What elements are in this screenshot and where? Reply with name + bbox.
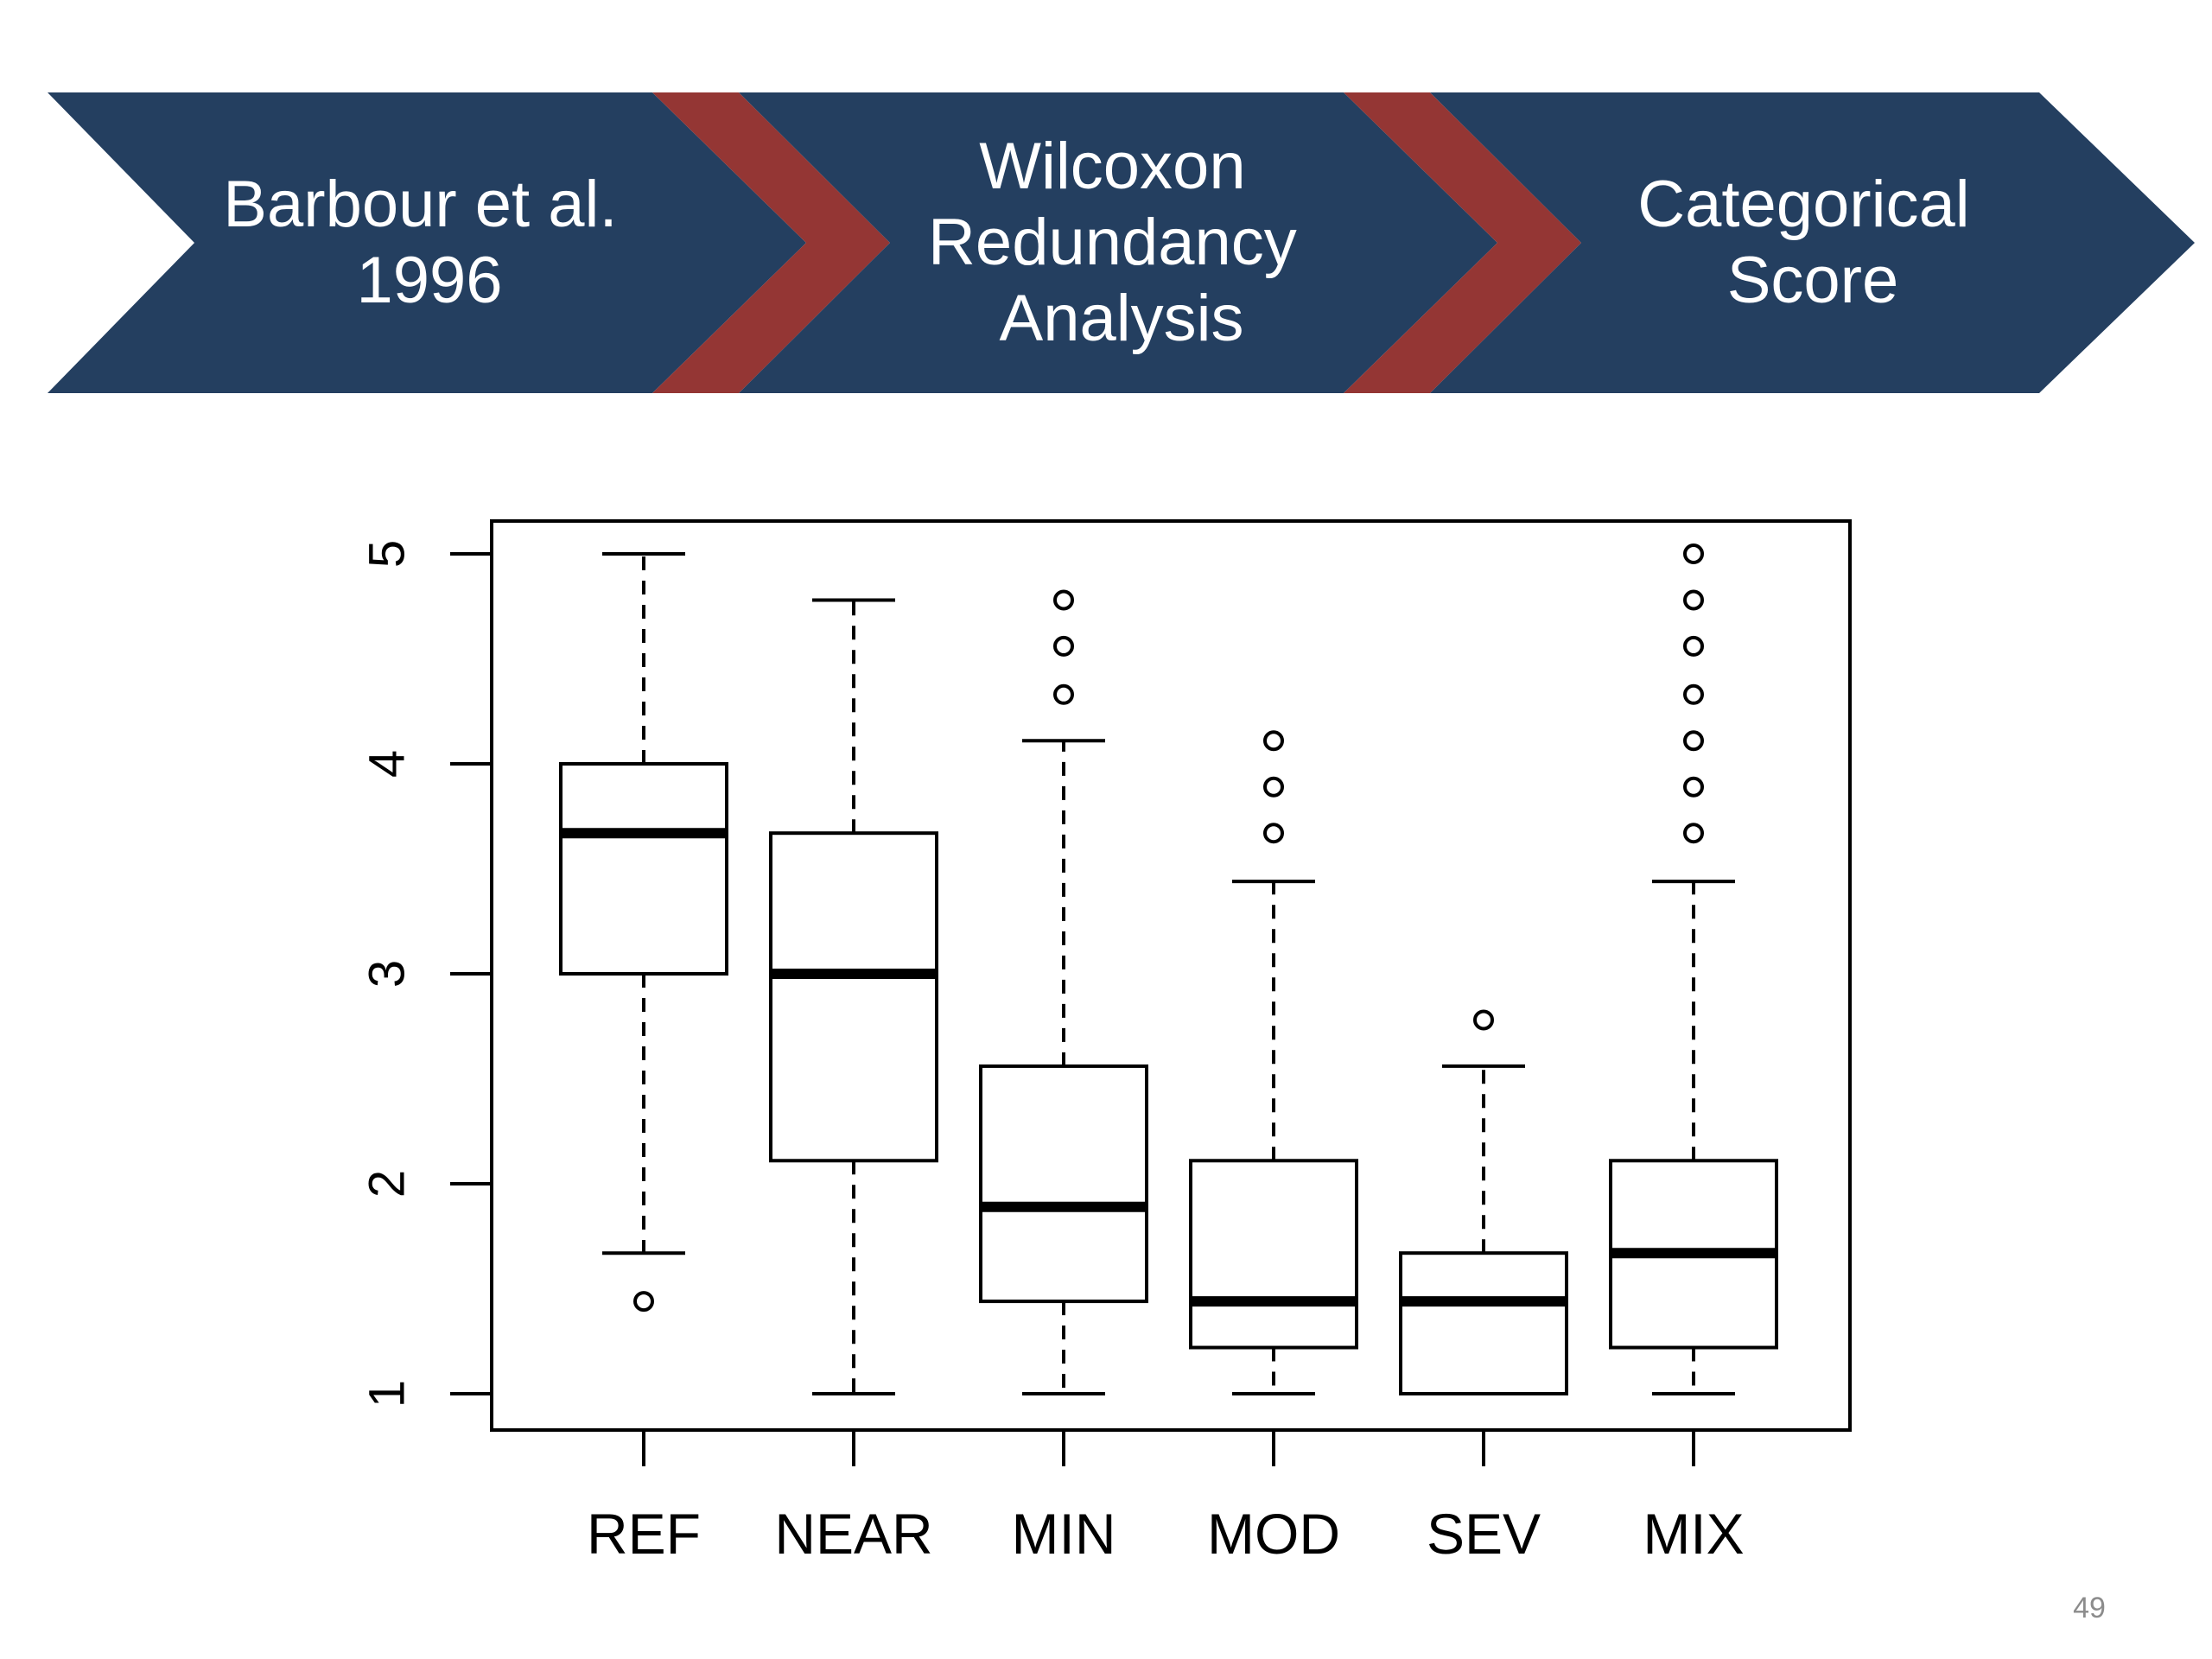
outlier-point: [1053, 635, 1074, 657]
chevron-step-2: [739, 92, 1497, 393]
step-1-line-2: 1996: [356, 244, 502, 317]
x-axis: REF NEAR MIN MOD SEV MIX: [587, 1430, 1745, 1566]
iqr-box: [559, 762, 728, 976]
iqr-box: [1189, 1159, 1358, 1350]
step-2-label: Wilcoxon Redundancy Analysis: [928, 130, 1315, 355]
step-3-line-2: Score: [1727, 244, 1899, 317]
x-tick-label: SEV: [1427, 1502, 1541, 1566]
separator-chevron-2: [1344, 92, 1581, 393]
step-1-label: Barbour et al. 1996: [223, 168, 635, 317]
outlier-point: [1473, 1009, 1494, 1031]
outlier-point: [633, 1291, 654, 1313]
y-tick-label: 2: [359, 1170, 415, 1198]
box-near: [769, 598, 938, 1395]
chevron-step-3: [1430, 92, 2195, 393]
box-mod: [1189, 730, 1358, 1395]
outlier-point: [1683, 823, 1704, 844]
y-tick-label: 4: [359, 750, 415, 778]
outlier-point: [1683, 683, 1704, 705]
chevron-step-1: [48, 92, 806, 393]
box-mix: [1609, 543, 1778, 1395]
box-sev: [1399, 1009, 1568, 1395]
boxplot-chart: 1 2 3 4 5 REF NEAR MIN MOD SEV MIX: [359, 519, 1852, 1566]
y-tick-label: 3: [359, 960, 415, 988]
outlier-point: [1683, 543, 1704, 564]
box-min: [979, 589, 1148, 1395]
outlier-point: [1263, 776, 1284, 798]
outlier-point: [1683, 635, 1704, 657]
x-tick-label: REF: [587, 1502, 701, 1566]
outlier-point: [1053, 589, 1074, 611]
x-tick-label: MIN: [1012, 1502, 1116, 1566]
outlier-point: [1683, 589, 1704, 611]
x-tick-label: MIX: [1643, 1502, 1744, 1566]
step-2-line-1: Wilcoxon: [979, 130, 1245, 203]
step-2-line-3: Analysis: [1000, 282, 1244, 355]
process-flow: Barbour et al. 1996 Wilcoxon Redundancy …: [48, 92, 2195, 393]
iqr-box: [769, 831, 938, 1163]
outlier-point: [1053, 683, 1074, 705]
outlier-point: [1683, 730, 1704, 752]
y-tick-label: 1: [359, 1380, 415, 1408]
y-tick-label: 5: [359, 540, 415, 568]
x-tick-label: MOD: [1207, 1502, 1340, 1566]
step-3-line-1: Categorical: [1637, 168, 1969, 241]
y-axis: 1 2 3 4 5: [359, 540, 492, 1408]
outlier-point: [1683, 776, 1704, 798]
x-tick-label: NEAR: [774, 1502, 932, 1566]
iqr-box: [979, 1064, 1148, 1304]
step-1-line-1: Barbour et al.: [223, 168, 617, 241]
step-2-line-2: Redundancy: [928, 206, 1297, 279]
separator-chevron-1: [652, 92, 890, 393]
page-number: 49: [2073, 1592, 2106, 1624]
boxes: [559, 543, 1778, 1395]
step-3-label: Categorical Score: [1637, 168, 1988, 317]
outlier-point: [1263, 730, 1284, 752]
box-ref: [559, 552, 728, 1313]
outlier-point: [1263, 823, 1284, 844]
iqr-box: [1399, 1251, 1568, 1395]
